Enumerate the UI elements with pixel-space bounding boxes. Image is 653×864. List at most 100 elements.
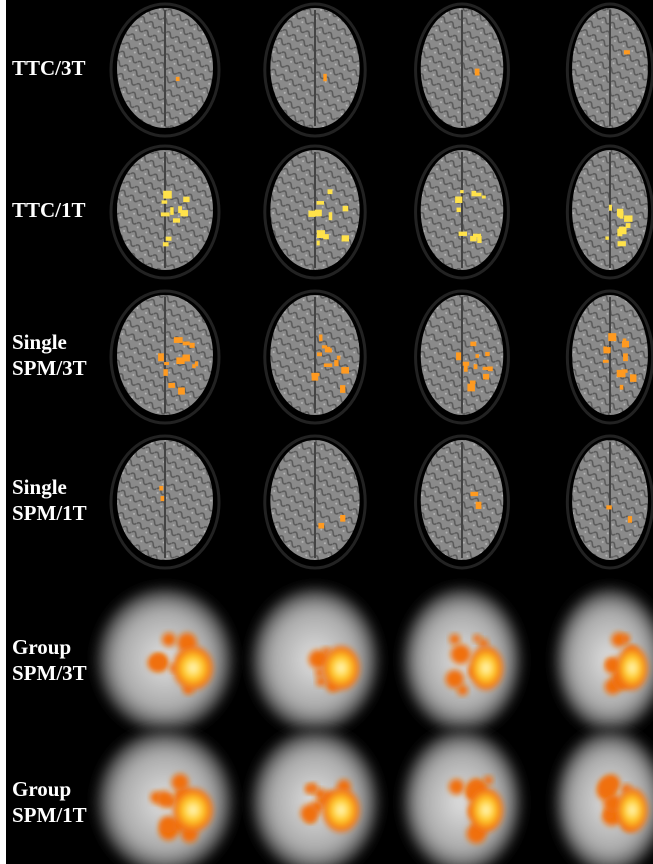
activation (148, 654, 165, 671)
activation (173, 646, 213, 690)
activation (161, 496, 165, 501)
activation (158, 353, 164, 361)
activation (619, 227, 627, 235)
activation (483, 367, 489, 370)
activation (617, 370, 626, 377)
activation (317, 201, 324, 205)
figure: TTC/3TTTC/1TSingleSPM/3TSingleSPM/1TGrou… (0, 0, 653, 864)
activation (163, 242, 169, 246)
row-label: Single (12, 330, 67, 354)
activation (164, 362, 169, 365)
activation (163, 191, 172, 199)
activation (329, 212, 333, 220)
activation (476, 502, 482, 509)
activation (470, 381, 476, 384)
activation (170, 207, 173, 215)
activation (605, 236, 608, 239)
activation (308, 211, 315, 217)
activation (343, 206, 349, 211)
activation (455, 196, 462, 202)
activation (474, 364, 478, 369)
activation (301, 804, 319, 822)
activation (464, 365, 468, 372)
activation (334, 360, 338, 366)
activation (469, 646, 503, 690)
activation (305, 784, 314, 793)
activation (176, 357, 184, 364)
activation (317, 352, 322, 356)
activation (616, 788, 648, 832)
activation (168, 383, 175, 388)
activation (156, 791, 172, 807)
activation (484, 776, 493, 785)
activation (190, 343, 195, 348)
activation (624, 215, 632, 221)
activation (451, 644, 471, 664)
activation (322, 646, 359, 690)
activation (609, 205, 612, 211)
activation (449, 779, 465, 795)
activation (317, 241, 320, 246)
row-label: Single (12, 475, 67, 499)
activation (183, 341, 190, 345)
activation (470, 492, 478, 496)
activation (166, 237, 172, 241)
activation (161, 212, 170, 216)
activation (620, 385, 624, 390)
activation (340, 515, 345, 522)
activation (323, 74, 326, 81)
activation (482, 196, 486, 199)
activation (603, 360, 609, 363)
activation (445, 670, 463, 688)
activation (471, 191, 476, 196)
activation (467, 384, 475, 392)
activation (618, 241, 626, 246)
activation (171, 774, 188, 791)
activation (176, 77, 180, 81)
row-label: Group (12, 777, 71, 801)
activation (616, 646, 648, 690)
activation (470, 342, 476, 347)
activation (180, 210, 188, 216)
activation (159, 816, 176, 833)
activation (312, 373, 319, 381)
row-label: SPM/3T (12, 356, 87, 380)
row-label: TTC/1T (12, 198, 86, 222)
activation (342, 235, 349, 241)
activation (174, 337, 183, 343)
activation (192, 364, 196, 368)
activation (622, 341, 629, 348)
activation (598, 777, 616, 795)
activation (456, 208, 460, 212)
activation (473, 634, 481, 642)
activation (159, 486, 163, 491)
row-label: SPM/1T (12, 501, 87, 525)
activation (162, 633, 176, 647)
activation (623, 353, 628, 361)
row-label: Group (12, 635, 71, 659)
activation (328, 189, 333, 194)
activation (459, 232, 467, 236)
activation (485, 352, 489, 356)
activation (621, 634, 631, 644)
activation (163, 369, 167, 376)
activation (606, 505, 612, 509)
activation (178, 387, 185, 394)
activation (628, 516, 632, 523)
activation (317, 230, 325, 238)
activation (173, 218, 180, 222)
activation (463, 362, 469, 366)
activation (324, 363, 332, 367)
activation (315, 210, 322, 217)
activation (319, 335, 322, 342)
activation (456, 352, 461, 360)
activation (327, 348, 332, 352)
activation (608, 333, 616, 341)
row-label: TTC/3T (12, 56, 86, 80)
activation (483, 374, 489, 380)
activation (337, 356, 341, 360)
activation (341, 367, 349, 374)
activation (340, 385, 345, 393)
activation (173, 788, 213, 832)
activation (460, 190, 463, 193)
